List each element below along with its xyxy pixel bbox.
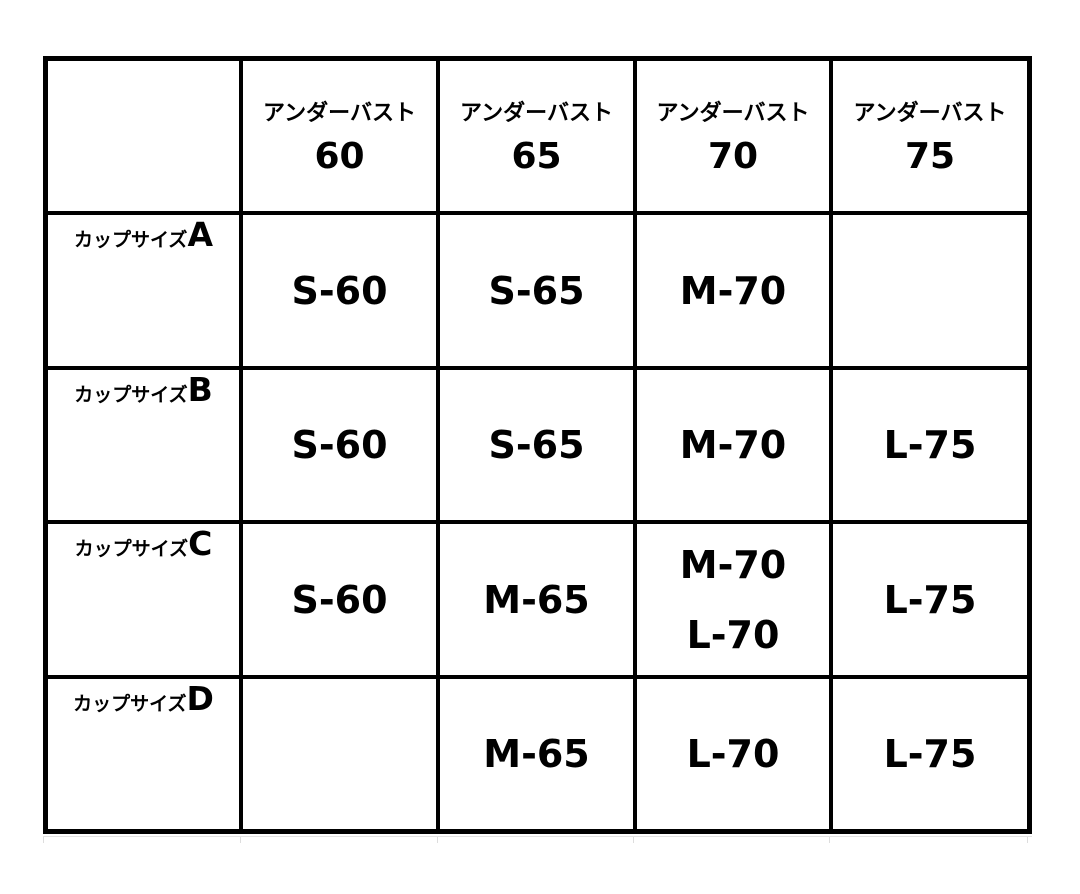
size-value: M-65 [483,732,590,776]
column-header: アンダーバスト 75 [833,61,1027,211]
column-header-label: アンダーバスト [263,101,416,126]
size-value: S-60 [291,577,388,622]
row-header: カップサイズ A [48,215,239,366]
table-cell: S-60 [243,524,436,675]
table-cell: M-70 L-70 [637,524,829,675]
column-header-label: アンダーバスト [460,101,613,126]
table-cell: S-60 [243,370,436,520]
table-cell: L-75 [833,524,1027,675]
column-header-value: 60 [314,136,365,177]
row-header-label: カップサイズ [74,229,188,251]
table-cell: L-70 [637,679,829,829]
table-cell: M-65 [440,524,633,675]
size-value: S-60 [291,268,388,313]
row-header-label: カップサイズ [73,693,187,715]
size-value: L-70 [686,612,780,657]
row-header-label: カップサイズ [74,538,189,560]
table-cell: S-65 [440,370,633,520]
guide-tick [437,837,438,843]
column-header-value: 70 [707,136,759,177]
column-header-value: 75 [904,136,956,177]
row-header: カップサイズ B [48,370,239,520]
table-cell [833,215,1027,366]
size-value: L-75 [883,423,977,467]
corner-cell [48,61,239,211]
guide-tick [633,837,634,843]
guide-tick [43,837,44,843]
size-value: M-70 [679,542,787,587]
column-header: アンダーバスト 65 [440,61,633,211]
row-header: カップサイズ D [48,679,239,829]
column-header: アンダーバスト 70 [637,61,829,211]
table-cell: M-70 [637,370,829,520]
guide-tick [1027,837,1028,843]
size-value: L-70 [686,732,780,776]
table-cell: M-70 [637,215,829,366]
size-chart-table: アンダーバスト 60 アンダーバスト 65 アンダーバスト 70 アンダーバスト 75 カップサ… [43,56,1032,834]
row-header: カップサイズ C [48,524,239,675]
table-cell: S-65 [440,215,633,366]
size-value: L-75 [883,732,977,776]
size-value: S-65 [488,268,585,313]
size-value: S-60 [291,423,388,467]
table-guide-lines [43,836,1032,843]
column-header-value: 65 [511,136,562,177]
size-value: M-70 [679,423,787,467]
size-value: M-65 [483,577,590,622]
row-header-cup: A [187,215,213,254]
size-value: L-75 [883,577,977,622]
size-value: M-70 [679,268,787,313]
guide-tick [829,837,830,843]
table-cell: S-60 [243,215,436,366]
table-cell: M-65 [440,679,633,829]
column-header-label: アンダーバスト [853,101,1007,126]
row-header-cup: B [187,370,213,409]
table-cell: L-75 [833,679,1027,829]
row-header-label: カップサイズ [74,384,188,406]
guide-tick [240,837,241,843]
column-header: アンダーバスト 60 [243,61,436,211]
row-header-cup: D [186,679,214,718]
row-header-cup: C [188,524,213,563]
table-cell: L-75 [833,370,1027,520]
column-header-label: アンダーバスト [656,101,810,126]
table-cell [243,679,436,829]
size-value: S-65 [488,423,585,467]
